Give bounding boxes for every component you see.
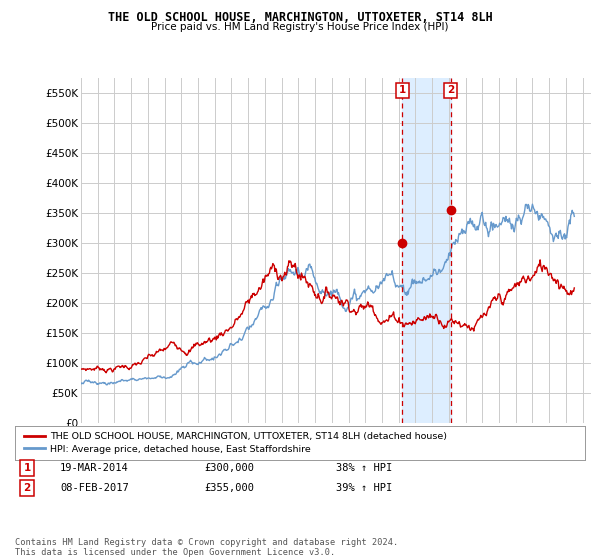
Text: 39% ↑ HPI: 39% ↑ HPI xyxy=(336,483,392,493)
Text: THE OLD SCHOOL HOUSE, MARCHINGTON, UTTOXETER, ST14 8LH: THE OLD SCHOOL HOUSE, MARCHINGTON, UTTOX… xyxy=(107,11,493,24)
Text: 1: 1 xyxy=(398,86,406,95)
Text: 1: 1 xyxy=(23,463,31,473)
Bar xyxy=(402,78,451,423)
Text: 19-MAR-2014: 19-MAR-2014 xyxy=(60,463,129,473)
Text: £355,000: £355,000 xyxy=(204,483,254,493)
Text: 08-FEB-2017: 08-FEB-2017 xyxy=(60,483,129,493)
Text: Contains HM Land Registry data © Crown copyright and database right 2024.
This d: Contains HM Land Registry data © Crown c… xyxy=(15,538,398,557)
Text: 2: 2 xyxy=(23,483,31,493)
Text: Price paid vs. HM Land Registry's House Price Index (HPI): Price paid vs. HM Land Registry's House … xyxy=(151,22,449,32)
Text: 38% ↑ HPI: 38% ↑ HPI xyxy=(336,463,392,473)
Text: £300,000: £300,000 xyxy=(204,463,254,473)
Text: 2: 2 xyxy=(447,86,454,95)
Legend: THE OLD SCHOOL HOUSE, MARCHINGTON, UTTOXETER, ST14 8LH (detached house), HPI: Av: THE OLD SCHOOL HOUSE, MARCHINGTON, UTTOX… xyxy=(23,431,449,455)
